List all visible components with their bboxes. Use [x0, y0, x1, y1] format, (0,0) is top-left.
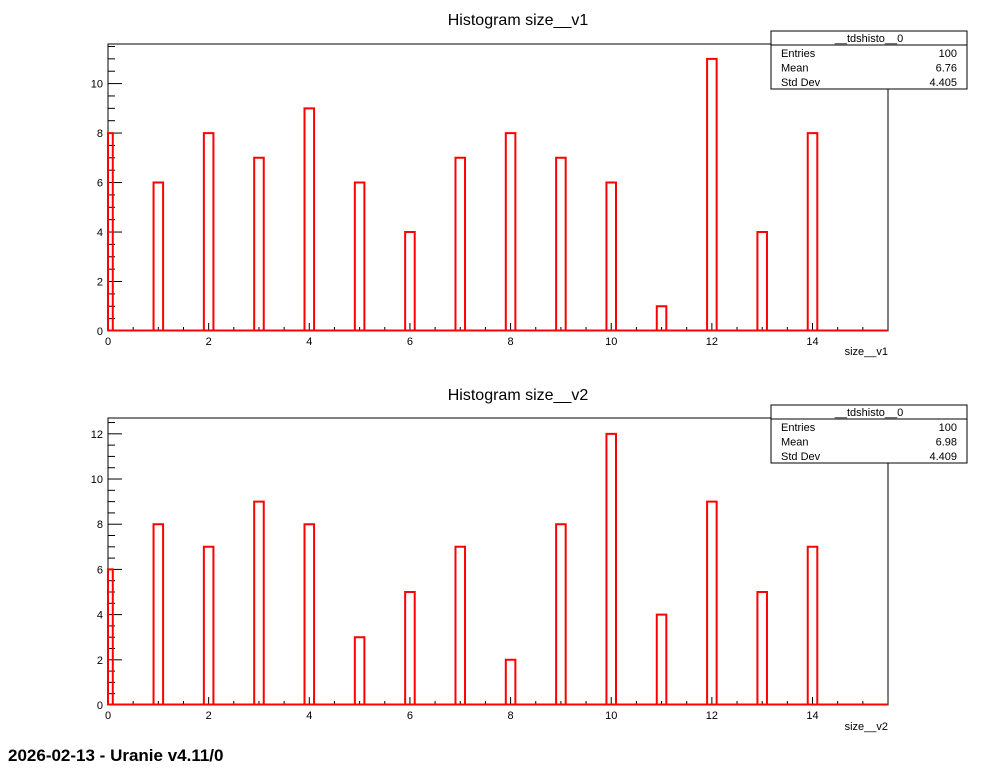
- stats-value: 100: [939, 48, 957, 60]
- chart-title: Histogram size__v1: [448, 12, 589, 29]
- stats-value: 6.98: [936, 437, 957, 449]
- stats-value: 6.76: [936, 63, 957, 75]
- histogram-bar: [806, 545, 819, 705]
- histogram-bar: [605, 432, 618, 705]
- x-tick-label: 12: [706, 710, 718, 722]
- y-tick-label: 8: [97, 128, 103, 140]
- histogram-bar: [152, 181, 165, 331]
- x-tick-label: 6: [407, 336, 413, 348]
- histogram-bar: [756, 591, 768, 705]
- histogram-bar: [152, 523, 165, 705]
- stats-box-frame: [770, 404, 968, 464]
- histogram-bar: [555, 156, 567, 331]
- stats-box-frame: [770, 30, 968, 90]
- stats-value: 4.405: [929, 77, 957, 89]
- histogram-bar: [107, 568, 114, 705]
- histogram-bar: [202, 132, 215, 331]
- histogram-bar: [353, 636, 366, 705]
- y-tick-label: 0: [97, 700, 103, 712]
- histogram-bar: [454, 545, 467, 705]
- stats-label: Mean: [781, 437, 809, 449]
- x-tick-label: 10: [605, 710, 617, 722]
- histogram-bar: [353, 181, 366, 331]
- stats-label: Entries: [781, 48, 816, 60]
- x-tick-label: 14: [806, 336, 818, 348]
- stats-value: 100: [939, 422, 957, 434]
- x-tick-label: 4: [306, 710, 312, 722]
- stats-label: Mean: [781, 63, 809, 75]
- stats-value: 4.409: [929, 451, 957, 463]
- histogram-bar: [504, 658, 517, 705]
- x-tick-label: 8: [508, 710, 514, 722]
- x-tick-label: 12: [706, 336, 718, 348]
- histogram-bar: [706, 57, 718, 331]
- y-tick-label: 4: [97, 610, 103, 622]
- x-tick-label: 6: [407, 710, 413, 722]
- histogram-bar: [404, 231, 416, 331]
- histogram-bar: [605, 181, 618, 331]
- x-tick-label: 0: [105, 336, 111, 348]
- x-tick-label: 8: [508, 336, 514, 348]
- y-tick-label: 6: [97, 178, 103, 190]
- x-tick-label: 2: [206, 336, 212, 348]
- x-tick-label: 10: [605, 336, 617, 348]
- stats-label: Std Dev: [781, 451, 821, 463]
- histogram-bar: [655, 613, 668, 705]
- histogram-panel-1: Histogram size__v1 size__v1 0 2 4 6 8 10 12 14 0 2 4…: [91, 12, 968, 358]
- x-axis-label: size__v1: [845, 346, 888, 358]
- stats-label: Std Dev: [781, 77, 821, 89]
- stats-box: __tdshisto__0 Entries 100 Mean 6.98 Std Dev 4.…: [770, 404, 968, 464]
- x-tick-label: 4: [306, 336, 312, 348]
- histogram-bar: [555, 523, 567, 705]
- histogram-bar: [253, 500, 265, 705]
- x-tick-label: 0: [105, 710, 111, 722]
- footer-label: 2026-02-13 - Uranie v4.11/0: [8, 746, 224, 765]
- x-axis-label: size__v2: [845, 721, 888, 733]
- histogram-bar: [454, 156, 467, 331]
- y-tick-label: 8: [97, 519, 103, 531]
- y-tick-label: 10: [91, 474, 103, 486]
- stats-label: Entries: [781, 422, 816, 434]
- y-tick-label: 4: [97, 227, 103, 239]
- histogram-bar: [504, 132, 517, 331]
- y-tick-label: 2: [97, 277, 103, 289]
- stats-box-name: __tdshisto__0: [834, 407, 904, 419]
- histogram-bar: [303, 523, 316, 705]
- histogram-bar: [655, 305, 668, 331]
- histogram-bar: [303, 107, 316, 331]
- x-tick-label: 14: [806, 710, 818, 722]
- histogram-bar: [202, 545, 215, 705]
- y-tick-label: 6: [97, 564, 103, 576]
- histogram-panel-2: Histogram size__v2 size__v2 0 2 4 6 8 10 12 14 0 2 4…: [91, 387, 968, 733]
- y-tick-label: 10: [91, 79, 103, 91]
- histogram-bar: [756, 231, 768, 331]
- stats-box-name: __tdshisto__0: [834, 33, 904, 45]
- histogram-bar: [107, 132, 114, 331]
- histogram-bar: [404, 591, 416, 705]
- stats-box: __tdshisto__0 Entries 100 Mean 6.76 Std Dev 4.…: [770, 30, 968, 90]
- histogram-bar: [253, 156, 265, 331]
- histogram-bar: [806, 132, 819, 331]
- histogram-bar: [706, 500, 718, 705]
- chart-title: Histogram size__v2: [448, 387, 589, 404]
- y-tick-label: 12: [91, 429, 103, 441]
- y-tick-label: 0: [97, 326, 103, 338]
- x-tick-label: 2: [206, 710, 212, 722]
- y-tick-label: 2: [97, 655, 103, 667]
